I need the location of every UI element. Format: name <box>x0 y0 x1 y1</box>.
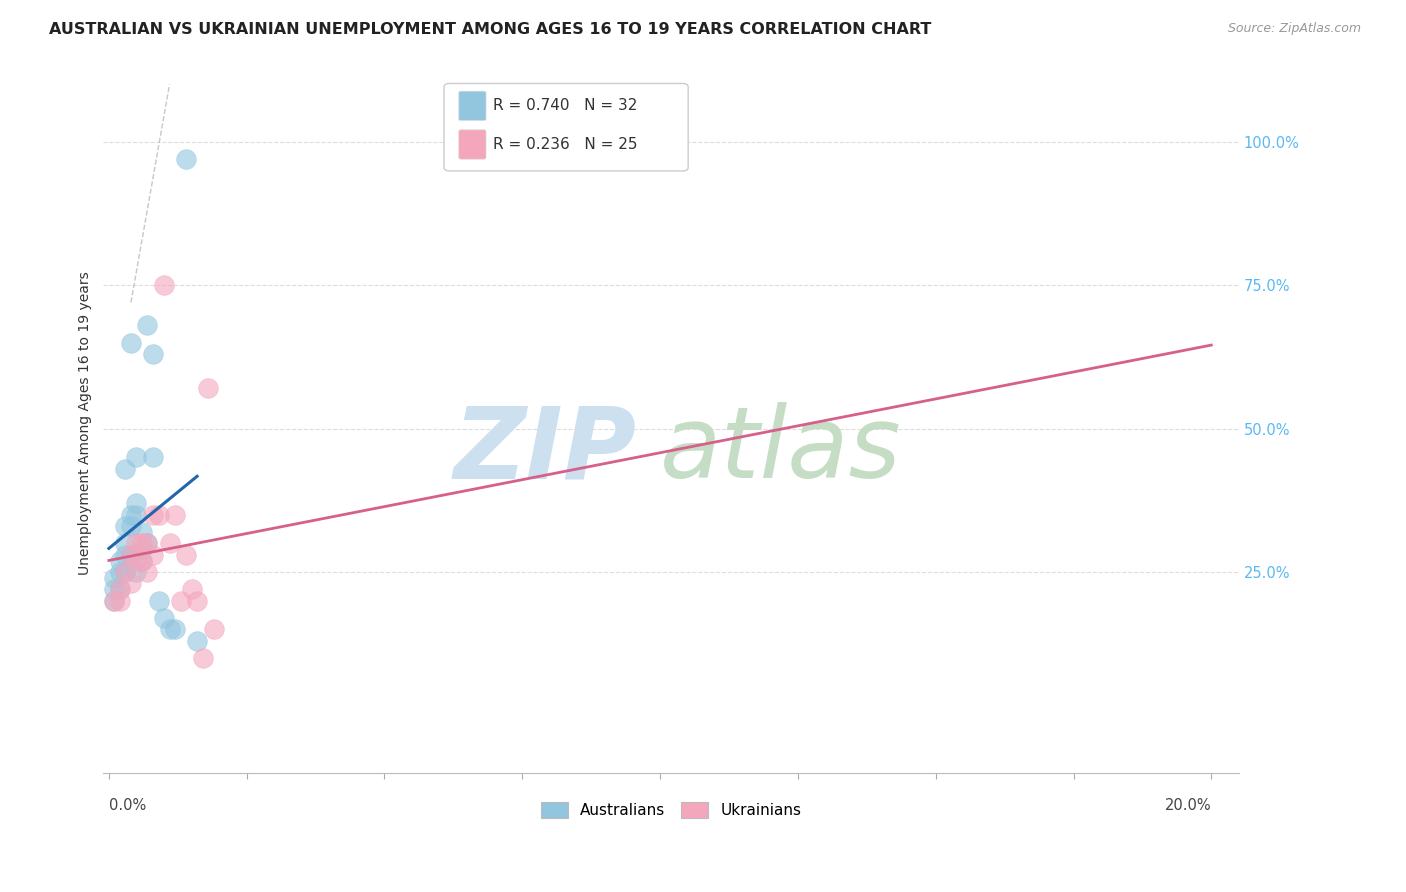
Point <box>125 508 148 522</box>
Point <box>114 548 136 562</box>
Point <box>120 548 142 562</box>
Point <box>148 508 170 522</box>
Point <box>186 593 208 607</box>
Point <box>114 565 136 579</box>
Point <box>142 347 165 361</box>
Text: AUSTRALIAN VS UKRAINIAN UNEMPLOYMENT AMONG AGES 16 TO 19 YEARS CORRELATION CHART: AUSTRALIAN VS UKRAINIAN UNEMPLOYMENT AMO… <box>49 22 932 37</box>
Point <box>136 536 159 550</box>
Y-axis label: Unemployment Among Ages 16 to 19 years: Unemployment Among Ages 16 to 19 years <box>79 271 93 574</box>
Point <box>125 496 148 510</box>
Point <box>186 633 208 648</box>
Point <box>174 548 197 562</box>
Text: 0.0%: 0.0% <box>108 797 146 813</box>
Point <box>114 461 136 475</box>
Point <box>125 565 148 579</box>
Point <box>108 593 131 607</box>
Point <box>125 450 148 465</box>
Point <box>103 593 125 607</box>
Point <box>142 508 165 522</box>
Point <box>197 381 219 395</box>
Point <box>125 536 148 550</box>
Point <box>163 508 186 522</box>
Point <box>114 536 136 550</box>
Point <box>114 519 136 533</box>
Point <box>108 553 131 567</box>
Point <box>131 553 153 567</box>
Text: Source: ZipAtlas.com: Source: ZipAtlas.com <box>1227 22 1361 36</box>
Point <box>131 524 153 539</box>
Point <box>125 553 148 567</box>
Point <box>180 582 202 597</box>
Point <box>114 565 136 579</box>
Point <box>120 576 142 591</box>
Text: atlas: atlas <box>659 402 901 500</box>
Point <box>136 565 159 579</box>
Point <box>153 278 176 293</box>
Text: 20.0%: 20.0% <box>1164 797 1212 813</box>
Point <box>103 571 125 585</box>
Point <box>120 335 142 350</box>
Point <box>163 623 186 637</box>
Text: R = 0.236   N = 25: R = 0.236 N = 25 <box>494 137 637 152</box>
Point <box>136 318 159 333</box>
Point <box>120 548 142 562</box>
Point <box>142 548 165 562</box>
Point <box>103 593 125 607</box>
Point <box>136 536 159 550</box>
Point <box>169 593 191 607</box>
Point <box>103 582 125 597</box>
Point <box>108 582 131 597</box>
Legend: Australians, Ukrainians: Australians, Ukrainians <box>534 797 807 824</box>
Point <box>120 508 142 522</box>
Point <box>131 542 153 557</box>
Point <box>108 582 131 597</box>
Point <box>120 519 142 533</box>
Point <box>131 553 153 567</box>
Text: ZIP: ZIP <box>454 402 637 500</box>
Point <box>191 651 214 665</box>
FancyBboxPatch shape <box>458 91 486 120</box>
Point <box>159 623 181 637</box>
Point <box>159 536 181 550</box>
FancyBboxPatch shape <box>444 84 688 171</box>
Point <box>202 623 225 637</box>
Point <box>131 536 153 550</box>
FancyBboxPatch shape <box>458 130 486 159</box>
Point <box>174 152 197 166</box>
Point <box>148 593 170 607</box>
Text: R = 0.740   N = 32: R = 0.740 N = 32 <box>494 98 637 113</box>
Point <box>153 611 176 625</box>
Point <box>142 450 165 465</box>
Point <box>108 565 131 579</box>
